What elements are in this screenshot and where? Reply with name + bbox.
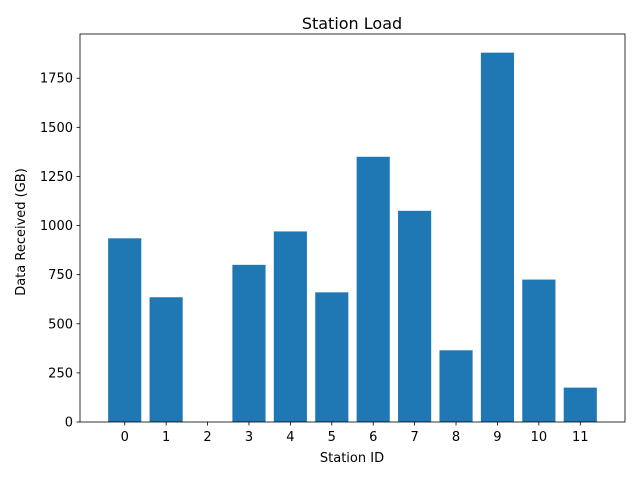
bar-station-1	[149, 297, 183, 422]
x-tick-label: 6	[369, 430, 377, 445]
x-tick-label: 8	[452, 430, 460, 445]
y-tick-label: 0	[65, 416, 73, 431]
y-tick-label: 1750	[40, 72, 73, 87]
bar-station-0	[108, 238, 142, 422]
x-tick-label: 10	[531, 430, 548, 445]
x-tick-label: 11	[572, 430, 589, 445]
y-tick-label: 250	[48, 366, 73, 381]
axes-layer: 0 250 500 750 1000 1250 1500 1750 0 1 2 3 4 5 6 7 8 9 10 11	[40, 33, 626, 445]
bar-station-7	[398, 210, 432, 422]
bar-station-10	[522, 279, 556, 422]
bar-station-5	[315, 292, 349, 422]
x-tick-label: 9	[493, 430, 501, 445]
bar-station-3	[232, 264, 266, 422]
bar-station-6	[356, 156, 390, 422]
bar-station-11	[563, 387, 597, 422]
chart-title: Station Load	[302, 14, 402, 33]
bar-station-9	[480, 52, 515, 422]
bar-station-4	[273, 231, 307, 422]
x-tick-label: 1	[162, 430, 170, 445]
bars-layer	[108, 52, 597, 422]
x-tick-label: 4	[286, 430, 294, 445]
y-tick-label: 500	[48, 317, 73, 332]
y-tick-label: 750	[48, 268, 73, 283]
x-tick-label: 7	[410, 430, 418, 445]
x-tick-label: 3	[245, 430, 253, 445]
bar-station-8	[439, 350, 473, 422]
y-tick-label: 1500	[40, 121, 73, 136]
y-axis-label: Data Received (GB)	[14, 168, 29, 296]
plot-frame	[79, 33, 626, 423]
y-tick-label: 1250	[40, 170, 73, 185]
x-tick-label: 5	[328, 430, 336, 445]
x-axis-label: Station ID	[320, 451, 384, 466]
x-tick-label: 0	[121, 430, 129, 445]
y-tick-label: 1000	[40, 219, 73, 234]
x-tick-label: 2	[203, 430, 211, 445]
